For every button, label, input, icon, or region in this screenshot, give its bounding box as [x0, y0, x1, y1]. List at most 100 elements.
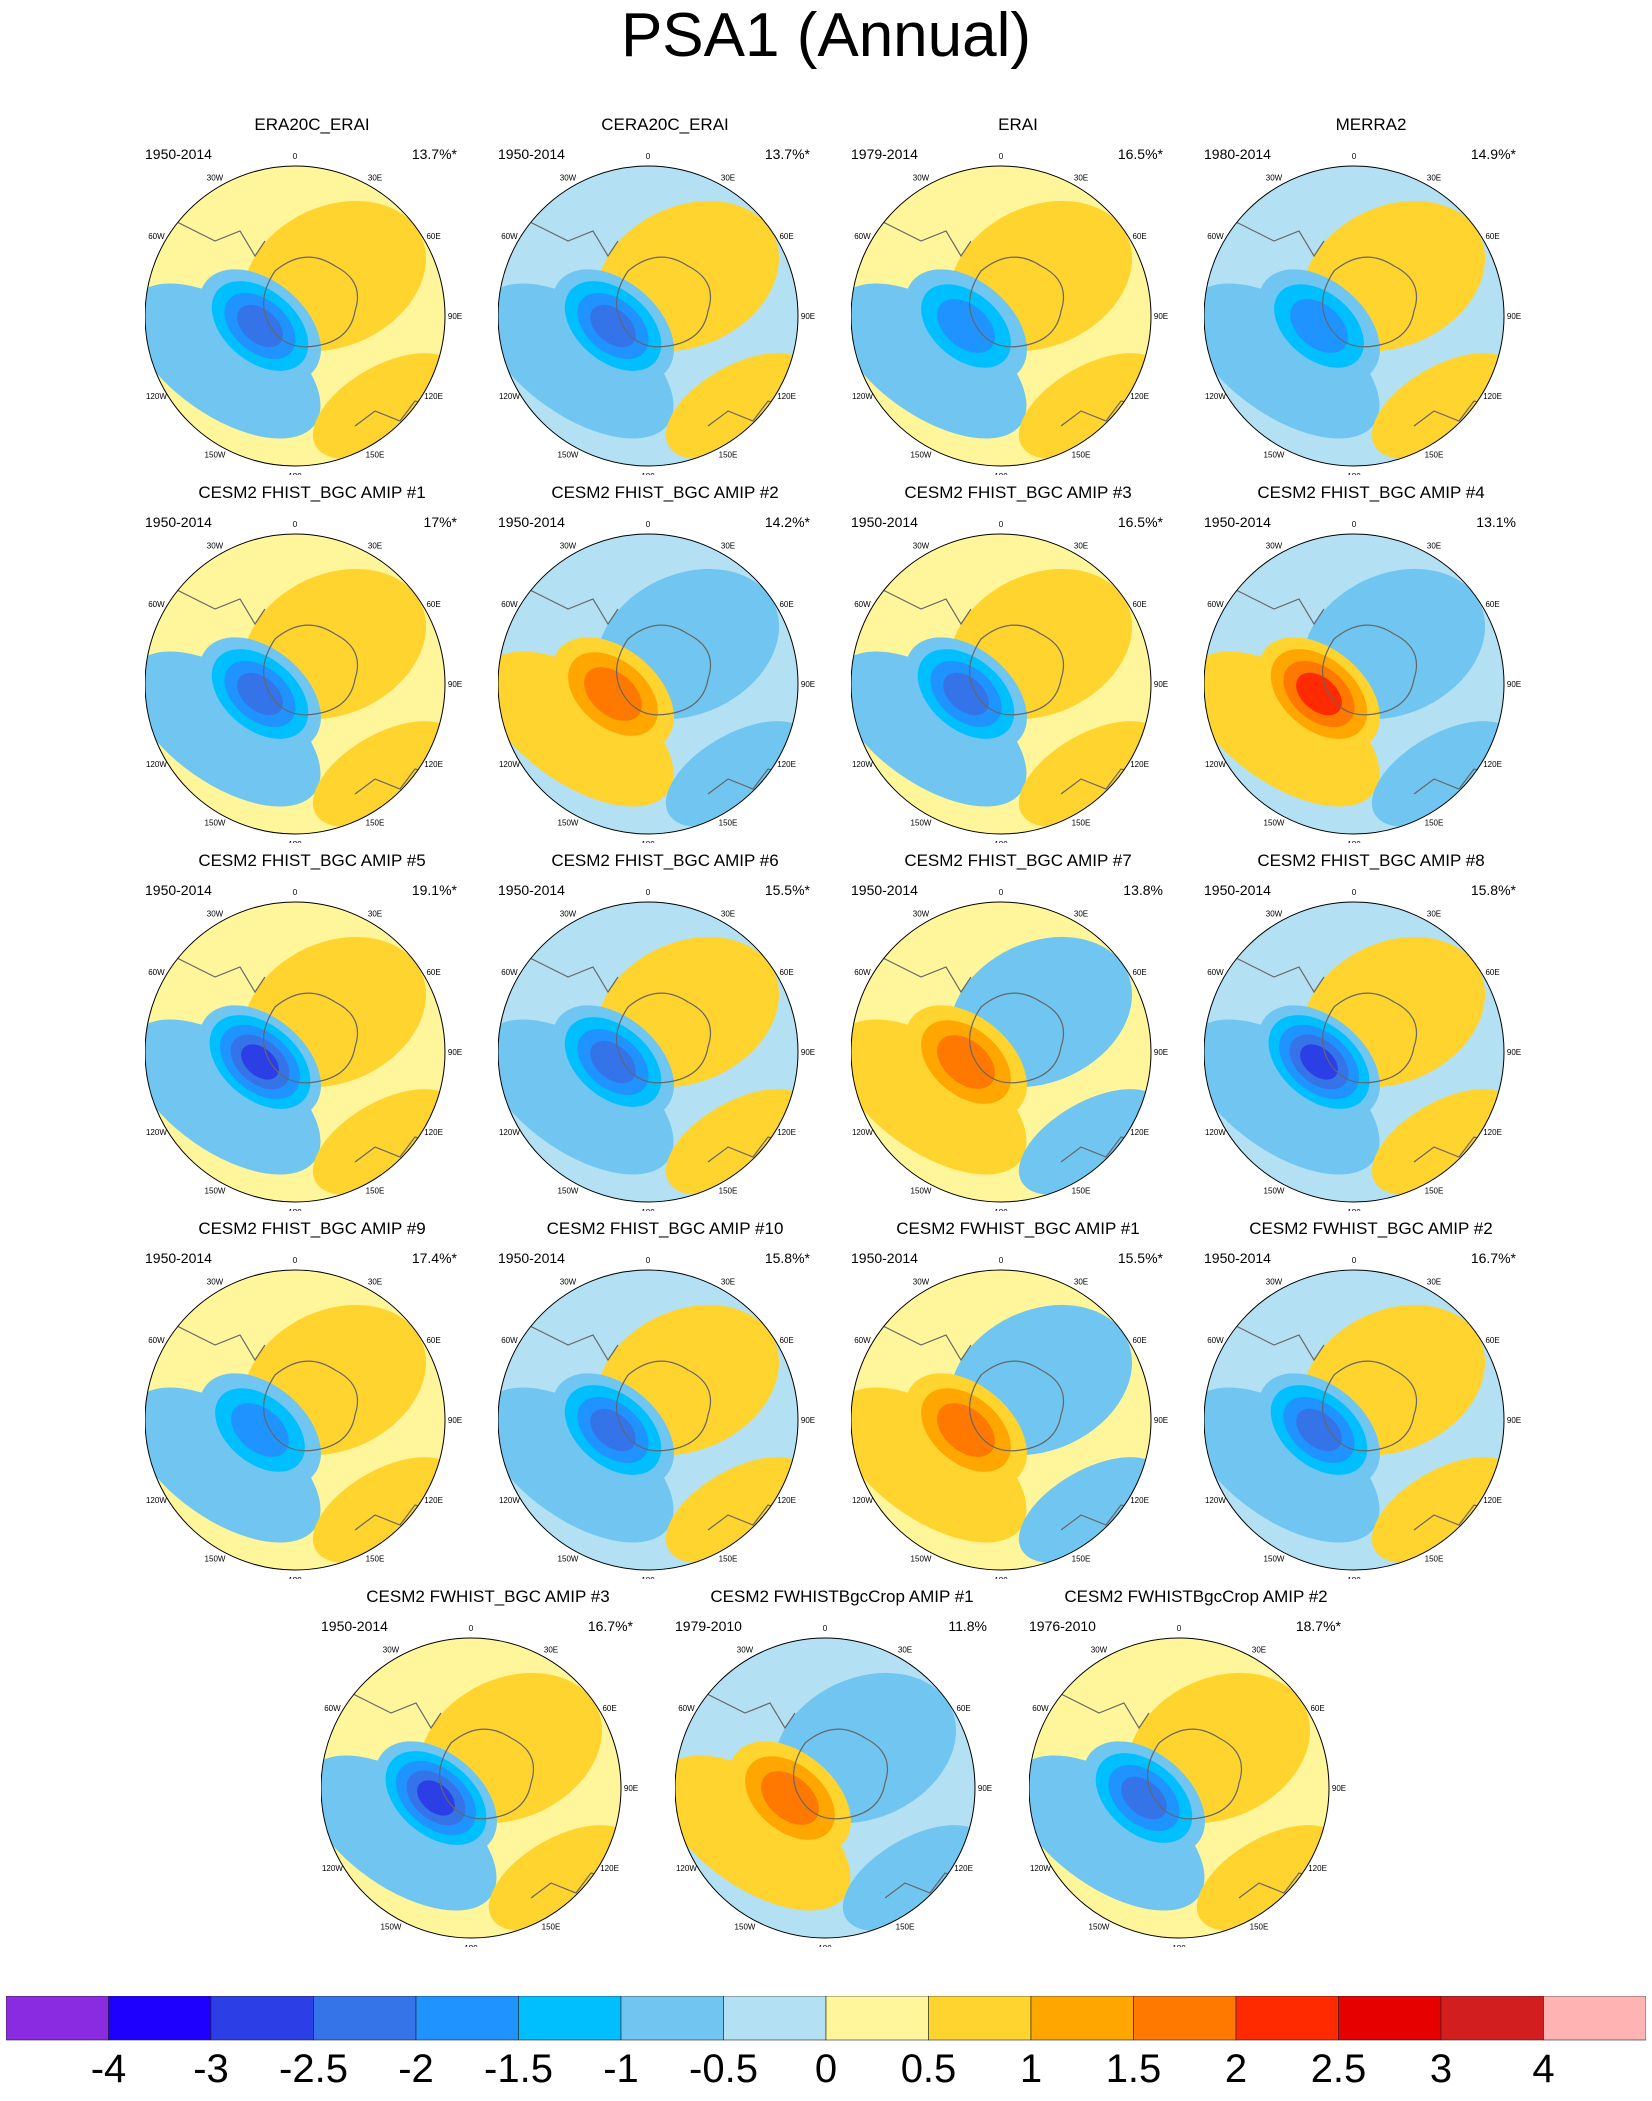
polar-map: 030E60E90E120E150E180150W120W90W60W30W: [145, 1256, 462, 1579]
longitude-label: 150E: [1250, 1923, 1269, 1932]
longitude-label: 120E: [1483, 392, 1502, 401]
longitude-label: 60W: [501, 600, 518, 609]
longitude-label: 30W: [1266, 541, 1283, 550]
longitude-label: 30W: [1266, 1277, 1283, 1286]
longitude-label: 30E: [1074, 541, 1088, 550]
longitude-label: 30W: [913, 909, 930, 918]
longitude-label: 180: [464, 1944, 478, 1947]
longitude-label: 150E: [1072, 451, 1091, 460]
colorbar-swatch: [620, 1996, 724, 2041]
polar-map: 030E60E90E120E150E180150W120W90W60W30W: [1204, 520, 1521, 843]
longitude-label: 150W: [911, 1187, 932, 1196]
longitude-label: 60E: [779, 232, 793, 241]
panel-title: CESM2 FHIST_BGC AMIP #10: [546, 1219, 784, 1238]
longitude-label: 30W: [207, 909, 224, 918]
longitude-label: 150E: [366, 451, 385, 460]
panel-variance-pct: 14.2%*: [764, 514, 810, 530]
longitude-label: 180: [994, 1208, 1008, 1211]
contour-core: [231, 1403, 289, 1457]
contour-field: [851, 1270, 1151, 1570]
polar-map: 030E60E90E120E150E180150W120W90W60W30W: [1204, 152, 1521, 475]
contour-core: [1296, 1408, 1342, 1452]
antarctica-coastline: [616, 992, 712, 1084]
colorbar-tick-label: -0.5: [689, 2047, 758, 2086]
longitude-label: 30W: [560, 173, 577, 182]
longitude-label: 60W: [148, 968, 165, 977]
panel-title: CESM2 FWHISTBgcCrop AMIP #2: [1064, 1587, 1328, 1606]
longitude-label: 30E: [898, 1645, 912, 1654]
longitude-label: 30E: [1252, 1645, 1266, 1654]
longitude-label: 150E: [1425, 819, 1444, 828]
panel-years: 1980-2014: [1204, 146, 1271, 162]
contour-lobe: [665, 353, 798, 459]
south-america-coastline: [527, 956, 619, 994]
contour-core: [761, 1771, 819, 1825]
antarctica-coastline: [1322, 624, 1418, 716]
colorbar-tick-label: -1.5: [484, 2047, 553, 2086]
longitude-label: 120E: [1483, 760, 1502, 769]
longitude-label: 150W: [205, 451, 226, 460]
longitude-label: 90E: [801, 680, 815, 689]
antarctica-coastline: [263, 624, 359, 716]
panel-variance-pct: 18.7%*: [1295, 1618, 1341, 1634]
antarctica-coastline: [263, 256, 359, 348]
south-america-coastline: [880, 220, 972, 258]
contour-lobe: [312, 721, 445, 827]
longitude-label: 60E: [779, 968, 793, 977]
longitude-label: 0: [293, 152, 298, 161]
longitude-label: 60E: [1132, 232, 1146, 241]
colorbar: -4 -3 -2.5 -2 -1.5 -1 -0.5 0 0.5 1 1.5 2 2.5 3 4: [6, 1996, 1646, 2086]
longitude-label: 0: [999, 152, 1004, 161]
longitude-label: 30E: [368, 1277, 382, 1286]
contour-field: [498, 902, 798, 1202]
panel-years: 1950-2014: [851, 514, 918, 530]
longitude-label: 150E: [366, 819, 385, 828]
longitude-label: 120W: [146, 1128, 167, 1137]
longitude-label: 150E: [1425, 1187, 1444, 1196]
longitude-label: 60W: [854, 968, 871, 977]
longitude-label: 90E: [624, 1784, 638, 1793]
panel-title: CESM2 FHIST_BGC AMIP #3: [904, 483, 1132, 502]
contour-core: [937, 1035, 995, 1089]
longitude-label: 120E: [1130, 1128, 1149, 1137]
colorbar-swatch: [1030, 1996, 1134, 2041]
contour-lobe: [312, 1457, 445, 1563]
longitude-label: 60E: [1310, 1704, 1324, 1713]
contour-lobe: [1204, 1387, 1380, 1543]
map-panel: CESM2 FHIST_BGC AMIP #10 1950-2014 15.8%* 0…: [488, 1219, 842, 1579]
longitude-label: 60W: [854, 1336, 871, 1345]
longitude-label: 150W: [205, 819, 226, 828]
map-panel: CESM2 FHIST_BGC AMIP #7 1950-2014 13.8% 0 30…: [841, 851, 1195, 1211]
polar-map: 030E60E90E120E150E180150W120W90W60W30W: [675, 1624, 992, 1947]
contour-field: [1204, 534, 1504, 834]
colorbar-swatch: [1133, 1996, 1237, 2041]
longitude-label: 60E: [1485, 232, 1499, 241]
longitude-label: 90E: [1154, 1048, 1168, 1057]
colorbar-tick-label: -3: [193, 2047, 229, 2086]
longitude-label: 90E: [1154, 680, 1168, 689]
longitude-label: 120W: [852, 392, 873, 401]
south-america-coastline: [1233, 956, 1325, 994]
longitude-label: 150E: [719, 819, 738, 828]
longitude-label: 120E: [1130, 392, 1149, 401]
contour-core: [1290, 299, 1348, 353]
longitude-label: 180: [641, 1576, 655, 1579]
antarctica-coastline: [263, 1360, 359, 1452]
longitude-label: 180: [994, 840, 1008, 843]
panel-title: CESM2 FWHIST_BGC AMIP #3: [366, 1587, 610, 1606]
map-panel: CESM2 FHIST_BGC AMIP #4 1950-2014 13.1% 0 30…: [1194, 483, 1548, 843]
contour-field: [1029, 1638, 1329, 1938]
contour-core: [590, 304, 636, 348]
longitude-label: 120W: [146, 760, 167, 769]
longitude-label: 60W: [148, 232, 165, 241]
panel-variance-pct: 16.7%*: [587, 1618, 633, 1634]
map-panel: ERA20C_ERAI 1950-2014 13.7%* 0 30E 60E 90E 120E…: [135, 115, 489, 475]
polar-map: 030E60E90E120E150E180150W120W90W60W30W: [851, 152, 1168, 475]
longitude-label: 90E: [1507, 312, 1521, 321]
longitude-label: 120E: [424, 1496, 443, 1505]
map-boundary: [1204, 165, 1505, 467]
panel-years: 1950-2014: [321, 1618, 388, 1634]
contour-lobe: [665, 721, 798, 827]
contour-field: [498, 166, 798, 466]
contour-field: [851, 902, 1151, 1202]
